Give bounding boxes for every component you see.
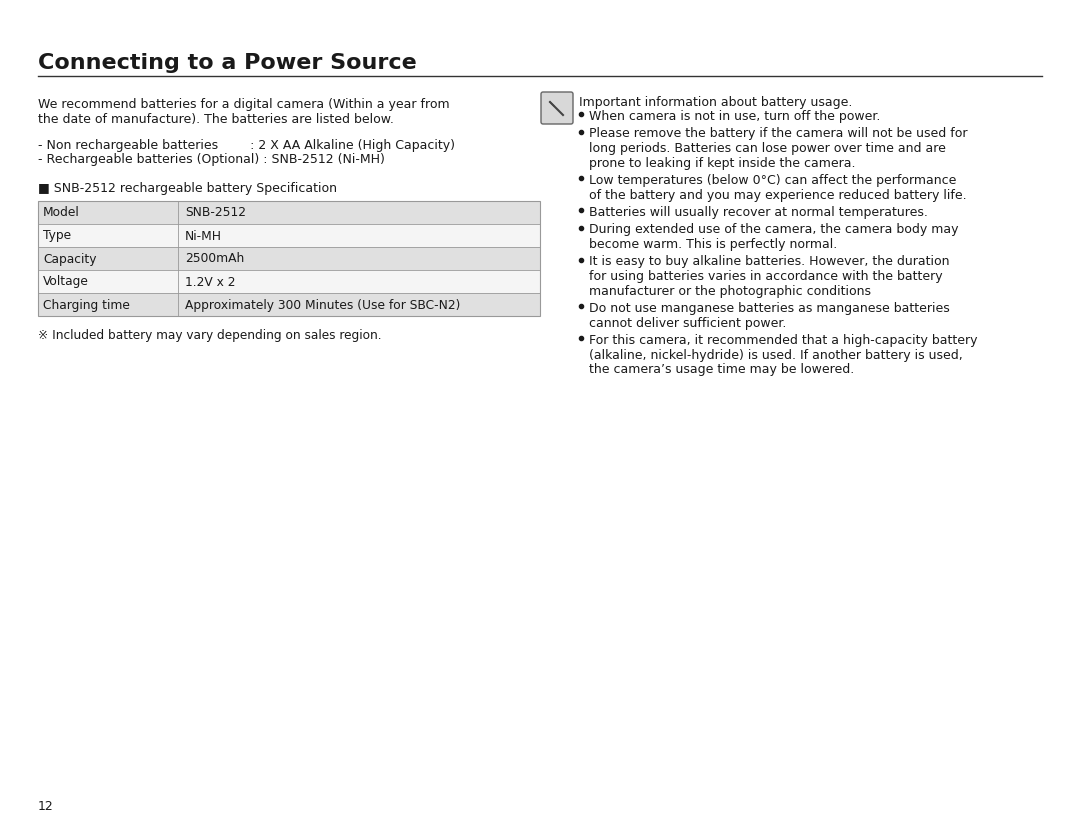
Text: 12: 12: [38, 800, 54, 813]
Text: - Rechargeable batteries (Optional) : SNB-2512 (Ni-MH): - Rechargeable batteries (Optional) : SN…: [38, 153, 384, 166]
Bar: [38, 293, 540, 315]
Text: Low temperatures (below 0°C) can affect the performance: Low temperatures (below 0°C) can affect …: [589, 174, 957, 187]
Text: SNB-2512: SNB-2512: [185, 206, 246, 219]
Text: - Non rechargeable batteries        : 2 X AA Alkaline (High Capacity): - Non rechargeable batteries : 2 X AA Al…: [38, 139, 455, 152]
Text: For this camera, it recommended that a high-capacity battery: For this camera, it recommended that a h…: [589, 334, 977, 347]
Text: Charging time: Charging time: [43, 298, 130, 311]
Text: Please remove the battery if the camera will not be used for: Please remove the battery if the camera …: [589, 127, 968, 140]
Bar: [38, 200, 540, 223]
Text: It is easy to buy alkaline batteries. However, the duration: It is easy to buy alkaline batteries. Ho…: [589, 255, 949, 268]
Text: (alkaline, nickel-hydride) is used. If another battery is used,: (alkaline, nickel-hydride) is used. If a…: [589, 349, 962, 362]
Text: During extended use of the camera, the camera body may: During extended use of the camera, the c…: [589, 223, 959, 236]
Bar: [38, 200, 540, 315]
Text: Ni-MH: Ni-MH: [185, 230, 222, 243]
Text: Model: Model: [43, 206, 80, 219]
Text: Type: Type: [43, 230, 71, 243]
Text: for using batteries varies in accordance with the battery: for using batteries varies in accordance…: [589, 270, 943, 283]
Text: 2500mAh: 2500mAh: [185, 253, 244, 266]
Text: Important information about battery usage.: Important information about battery usag…: [579, 96, 852, 109]
Text: prone to leaking if kept inside the camera.: prone to leaking if kept inside the came…: [589, 156, 855, 170]
Text: the date of manufacture). The batteries are listed below.: the date of manufacture). The batteries …: [38, 112, 394, 126]
Text: Approximately 300 Minutes (Use for SBC-N2): Approximately 300 Minutes (Use for SBC-N…: [185, 298, 460, 311]
Text: Do not use manganese batteries as manganese batteries: Do not use manganese batteries as mangan…: [589, 302, 949, 315]
Text: Batteries will usually recover at normal temperatures.: Batteries will usually recover at normal…: [589, 206, 928, 219]
Text: manufacturer or the photographic conditions: manufacturer or the photographic conditi…: [589, 284, 870, 297]
Text: ※ Included battery may vary depending on sales region.: ※ Included battery may vary depending on…: [38, 329, 381, 342]
Bar: [38, 270, 540, 293]
Text: When camera is not in use, turn off the power.: When camera is not in use, turn off the …: [589, 110, 880, 123]
Bar: [38, 246, 540, 270]
Text: Voltage: Voltage: [43, 275, 89, 289]
Text: become warm. This is perfectly normal.: become warm. This is perfectly normal.: [589, 238, 837, 251]
FancyBboxPatch shape: [541, 92, 573, 124]
Bar: [38, 223, 540, 246]
Text: cannot deliver sufficient power.: cannot deliver sufficient power.: [589, 316, 786, 329]
Text: long periods. Batteries can lose power over time and are: long periods. Batteries can lose power o…: [589, 142, 946, 155]
Text: ■ SNB-2512 rechargeable battery Specification: ■ SNB-2512 rechargeable battery Specific…: [38, 182, 337, 195]
Text: We recommend batteries for a digital camera (Within a year from: We recommend batteries for a digital cam…: [38, 98, 449, 111]
Text: of the battery and you may experience reduced battery life.: of the battery and you may experience re…: [589, 188, 967, 201]
Text: Capacity: Capacity: [43, 253, 96, 266]
Text: Connecting to a Power Source: Connecting to a Power Source: [38, 53, 417, 73]
Text: 1.2V x 2: 1.2V x 2: [185, 275, 235, 289]
Text: the camera’s usage time may be lowered.: the camera’s usage time may be lowered.: [589, 363, 854, 376]
